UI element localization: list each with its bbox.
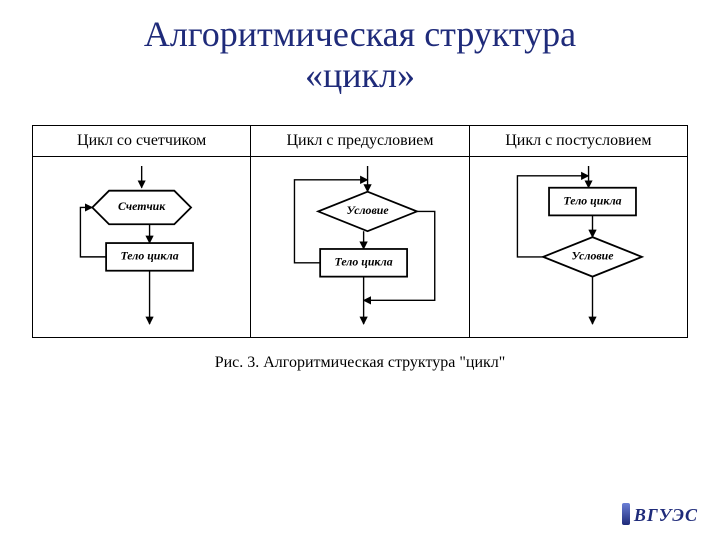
svg-text:Тело цикла: Тело цикла	[335, 254, 393, 268]
flowchart-postcond: Тело цикла Условие	[470, 157, 687, 337]
loops-table: Цикл со счетчиком Цикл с предусловием Ци…	[32, 125, 688, 338]
cell-precond: Условие Тело цикла	[251, 156, 469, 337]
title-line-2: «цикл»	[305, 55, 415, 95]
svg-text:Условие: Условие	[571, 248, 613, 262]
col-header-counter: Цикл со счетчиком	[33, 125, 251, 156]
svg-text:Тело цикла: Тело цикла	[120, 248, 178, 262]
diagram-table-wrap: Цикл со счетчиком Цикл с предусловием Ци…	[32, 125, 688, 372]
cell-postcond: Тело цикла Условие	[469, 156, 687, 337]
figure-caption: Рис. 3. Алгоритмическая структура "цикл"	[32, 354, 688, 372]
cell-counter: Счетчик Тело цикла	[33, 156, 251, 337]
logo: ВГУЭС	[622, 503, 698, 526]
col-header-postcond: Цикл с постусловием	[469, 125, 687, 156]
col-header-precond: Цикл с предусловием	[251, 125, 469, 156]
logo-mark-icon	[622, 503, 630, 525]
logo-text: ВГУЭС	[634, 505, 698, 525]
title-line-1: Алгоритмическая структура	[144, 14, 576, 54]
flowchart-counter: Счетчик Тело цикла	[33, 157, 250, 337]
svg-text:Тело цикла: Тело цикла	[563, 193, 621, 207]
svg-text:Счетчик: Счетчик	[118, 199, 166, 213]
svg-text:Условие: Условие	[347, 203, 389, 217]
page-title: Алгоритмическая структура «цикл»	[40, 14, 680, 97]
flowchart-precond: Условие Тело цикла	[251, 157, 468, 337]
